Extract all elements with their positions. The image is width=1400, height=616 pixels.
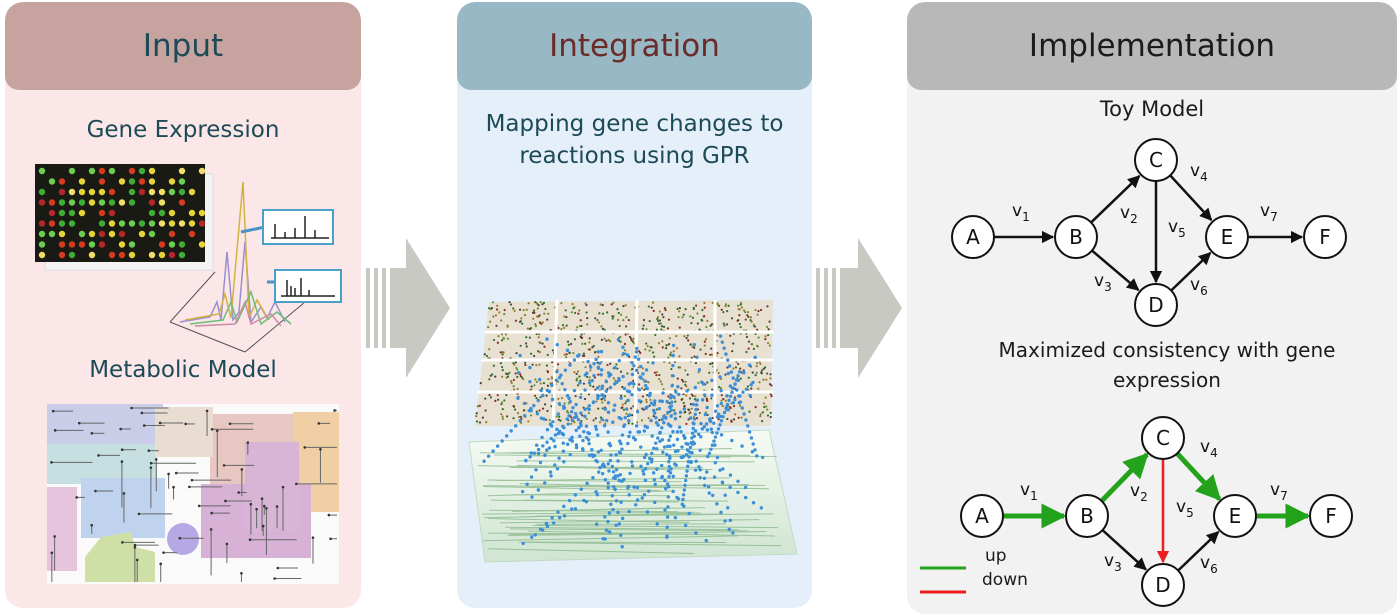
implementation-panel-title: Implementation: [907, 2, 1397, 90]
node-F: F: [1303, 215, 1347, 259]
node-B: B: [1054, 215, 1098, 259]
toy-model-label: Toy Model: [1099, 97, 1205, 121]
edge-v2: [1099, 452, 1149, 503]
svg-text:B: B: [1069, 225, 1083, 249]
consistency-label-line2: expression: [1113, 368, 1221, 392]
svg-text:E: E: [1229, 504, 1242, 528]
node-C: C: [1134, 138, 1178, 182]
node-D: D: [1134, 283, 1178, 327]
node-B: B: [1065, 494, 1109, 538]
edge-v6: [1177, 531, 1220, 572]
svg-text:C: C: [1156, 426, 1170, 450]
microarray-illustration: [35, 164, 342, 353]
integration-panel-title: Integration: [457, 2, 812, 90]
edge-v4: [1169, 174, 1213, 222]
metabolic-map-illustration: [47, 404, 339, 584]
gpr-mapping-illustration: [468, 299, 798, 563]
svg-text:A: A: [966, 225, 980, 249]
node-C: C: [1141, 416, 1185, 460]
legend-down-label: down: [982, 570, 1028, 590]
integration-description-line1: Mapping gene changes to: [485, 111, 784, 137]
gene-expression-label: Gene Expression: [86, 117, 280, 143]
metabolic-model-label: Metabolic Model: [89, 357, 277, 383]
svg-text:A: A: [975, 504, 989, 528]
node-D: D: [1141, 563, 1185, 607]
svg-text:E: E: [1221, 225, 1234, 249]
svg-text:D: D: [1148, 293, 1163, 317]
input-panel-title: Input: [5, 2, 361, 90]
edge-v2: [1090, 175, 1141, 224]
node-A: A: [960, 494, 1004, 538]
edge-v3: [1101, 529, 1147, 571]
legend-up-label: up: [985, 546, 1007, 566]
edge-v4: [1175, 451, 1222, 501]
edge-v3: [1091, 249, 1140, 292]
consistency-label-line1: Maximized consistency with gene: [998, 338, 1336, 362]
svg-text:F: F: [1325, 504, 1337, 528]
node-F: F: [1309, 494, 1353, 538]
svg-text:F: F: [1319, 225, 1331, 249]
svg-text:D: D: [1155, 573, 1170, 597]
input-panel: Input Gene Expression Metabolic Model: [5, 2, 361, 608]
node-E: E: [1205, 215, 1249, 259]
node-E: E: [1213, 494, 1257, 538]
integration-panel: Integration Mapping gene changes to reac…: [457, 2, 812, 608]
svg-text:B: B: [1080, 504, 1094, 528]
integration-description-line2: reactions using GPR: [519, 143, 750, 169]
svg-text:C: C: [1149, 148, 1163, 172]
node-A: A: [951, 215, 995, 259]
edge-v6: [1170, 252, 1212, 292]
